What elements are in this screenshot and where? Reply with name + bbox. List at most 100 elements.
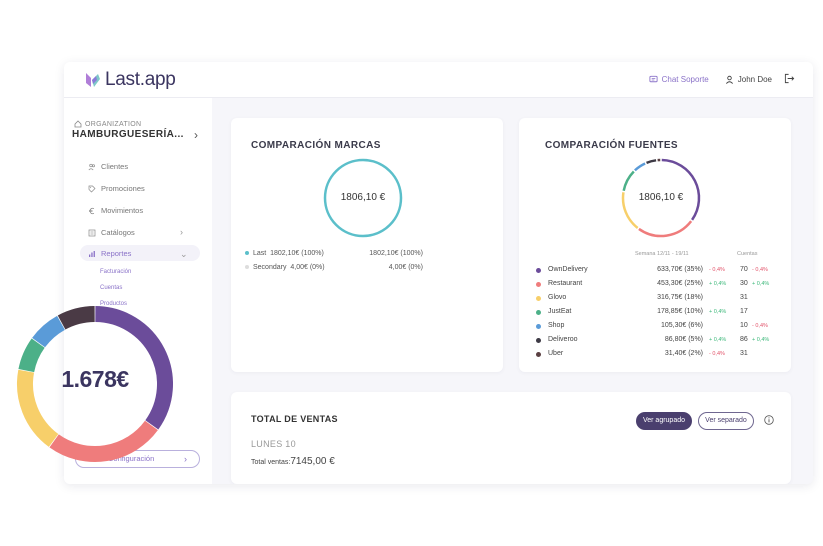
sidebar-item-promociones[interactable]: Promociones [88,184,145,193]
sidebar-subitem-productos[interactable]: Productos [100,301,128,307]
brand-label: Last [253,250,267,257]
top-actions: Chat Soporte John Doe [649,73,795,86]
source-delta: + 0,4% [709,281,727,287]
sidebar-item-label: Movimientos [101,206,144,215]
donut-segment-2 [17,369,59,447]
donut-segment-justeat [622,170,635,192]
brand-row-last: Last 1802,10€ (100%) 1802,10€ (100%) [245,250,423,257]
donut-segment-owndelivery [661,158,701,221]
sidebar-item-label: Catálogos [101,228,135,237]
org-label-text: ORGANIZATION [85,120,142,128]
donut-segment-5 [57,306,96,330]
sidebar-item-movimientos[interactable]: Movimientos [88,206,143,215]
user-menu[interactable]: John Doe [725,75,772,84]
brand-label: Secondary [253,264,287,271]
source-row-restaurant: Restaurant 453,30€ (25%) + 0,4% 30 + 0,4% [536,280,776,290]
logo-icon [86,73,100,87]
logo[interactable]: Last.app [84,69,176,91]
source-name: JustEat [548,308,572,315]
source-name: Shop [548,322,565,329]
source-dot [536,324,541,329]
config-label: Configuración [108,454,155,463]
sidebar: ORGANIZATION HAMBURGUESERÍA... › Cliente… [64,98,212,484]
source-amount: 316,75€ (18%) [657,294,703,301]
overlay-total: 1.678€ [61,366,129,392]
catalog-icon [88,229,96,236]
donut-segment-3 [18,338,45,373]
donut-segment-shop [634,162,646,172]
view-grouped-button[interactable]: Ver agrupado [636,412,692,430]
org-name[interactable]: HAMBURGUESERÍA... [72,129,184,140]
sidebar-item-label: Clientes [101,162,129,171]
source-amount: 31,40€ (2%) [664,350,703,357]
brands-card: COMPARACIÓN MARCAS 1806,10 € Last 1802,1… [231,118,503,372]
source-delta: + 0,4% [709,337,727,343]
brand-row-secondary: Secondary 4,00€ (0%) 4,00€ (0%) [245,264,423,271]
source-name: OwnDelivery [548,266,588,273]
home-icon [74,120,82,128]
brands-total: 1806,10 € [340,192,386,203]
source-amount: 86,80€ (5%) [664,336,703,343]
source-name: Glovo [548,294,567,301]
source-delta: + 0,4% [709,309,727,315]
sidebar-item-catalogos[interactable]: Catálogos [88,228,135,237]
sales-total-value: 7145,00 € [290,456,335,467]
source-dot [536,282,541,287]
chevron-down-icon[interactable]: ⌄ [180,249,188,259]
source-delta: - 0,4% [709,351,725,357]
user-name: John Doe [737,75,772,84]
sources-card: COMPARACIÓN FUENTES 1806,10 € Semana 12/… [519,118,791,372]
sources-title: COMPARACIÓN FUENTES [545,140,678,151]
sources-ring [621,158,701,238]
logout-icon [784,73,795,84]
org-label: ORGANIZATION [74,120,141,128]
source-name: Uber [548,350,564,357]
source-count: 31 [740,350,748,357]
app-window: Last.app Chat Soporte John Doe ORGANIZAT… [64,62,813,484]
source-row-glovo: Glovo 316,75€ (18%) 31 [536,294,776,304]
logo-text: Last.app [105,69,176,90]
donut-segment-deliveroo [646,159,657,165]
chat-support-label: Chat Soporte [661,75,709,84]
source-row-uber: Uber 31,40€ (2%) - 0,4% 31 [536,350,776,360]
brand-dot [245,251,249,256]
donut-segment-4 [32,315,66,348]
brand-value-2: 4,00€ (0%) [388,264,423,271]
chevron-right-icon[interactable]: › [180,227,183,237]
sidebar-item-reportes[interactable]: Reportes [88,249,131,258]
sidebar-item-label: Reportes [101,249,132,258]
source-dot [536,296,541,301]
source-count: 10 [740,322,748,329]
source-count: 17 [740,308,748,315]
source-name: Deliveroo [548,336,578,343]
sales-total: Total ventas:7145,00 € [251,456,335,467]
sales-title: TOTAL DE VENTAS [251,414,338,424]
users-icon [88,163,95,170]
sales-card: TOTAL DE VENTAS Ver agrupado Ver separad… [231,392,791,484]
brands-title: COMPARACIÓN MARCAS [251,140,381,151]
source-count-delta: - 0,4% [752,267,768,273]
view-separate-button[interactable]: Ver separado [698,412,754,430]
source-delta: - 0,4% [709,267,725,273]
donut-segment-1 [49,420,158,462]
info-icon[interactable] [764,415,774,425]
logout-button[interactable] [784,73,795,86]
overlay-donut [17,306,173,462]
sidebar-item-clientes[interactable]: Clientes [88,162,128,171]
donut-segment-glovo [621,192,639,230]
sidebar-item-label: Promociones [101,184,145,193]
sidebar-subitem-cuentas[interactable]: Cuentas [100,285,123,291]
brand-value: 1802,10€ (100%) [270,250,324,257]
sidebar-subitem-facturacion[interactable]: Facturación [100,269,132,275]
brand-value-2: 1802,10€ (100%) [369,250,423,257]
source-amount: 178,85€ (10%) [657,308,703,315]
source-count: 70 [740,266,748,273]
sources-week-header: Semana 12/11 - 19/11 [635,251,689,257]
sales-day: LUNES 10 [251,439,296,449]
org-chevron-right-icon[interactable]: › [194,128,198,142]
chat-support-link[interactable]: Chat Soporte [649,75,709,84]
source-count-delta: - 0,4% [752,323,768,329]
sidebar-active-highlight [80,245,200,261]
chevron-right-icon: › [184,454,187,464]
donut-segment-restaurant [638,220,693,238]
